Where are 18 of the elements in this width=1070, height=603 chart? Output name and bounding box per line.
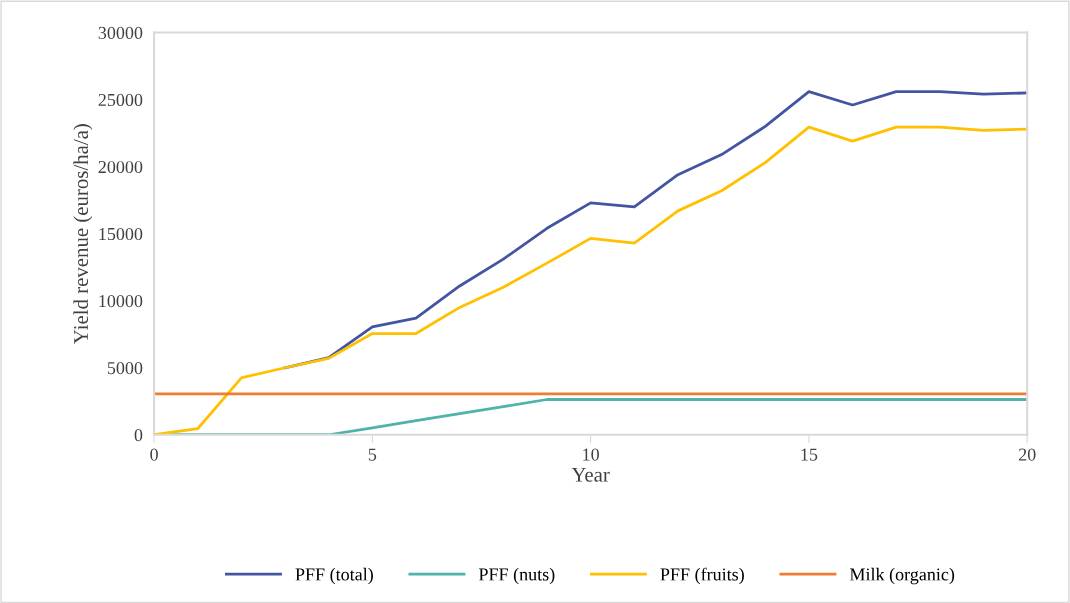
y-axis-title: Yield revenue (euros/ha/a): [73, 124, 93, 344]
x-tick-label: 10: [583, 448, 599, 461]
legend-label: PFF (total): [295, 567, 373, 585]
y-tick-label: 10000: [99, 294, 143, 308]
y-tick-label: 15000: [99, 227, 143, 241]
y-tick-label: 20000: [98, 160, 143, 174]
legend-label: PFF (fruits): [660, 567, 744, 585]
x-tick-label: 0: [150, 448, 158, 461]
x-axis-title: Year: [571, 467, 610, 482]
legend-label: Milk (organic): [849, 567, 955, 585]
y-tick-label: 5000: [107, 361, 143, 375]
x-tick-label: 15: [801, 448, 818, 461]
legend-label: PFF (nuts): [478, 567, 555, 585]
x-tick-label: 5: [368, 448, 377, 461]
y-tick-label: 0: [134, 429, 143, 442]
x-tick-label: 20: [1018, 448, 1036, 461]
y-tick-label: 30000: [98, 26, 143, 39]
y-tick-label: 25000: [98, 93, 143, 107]
